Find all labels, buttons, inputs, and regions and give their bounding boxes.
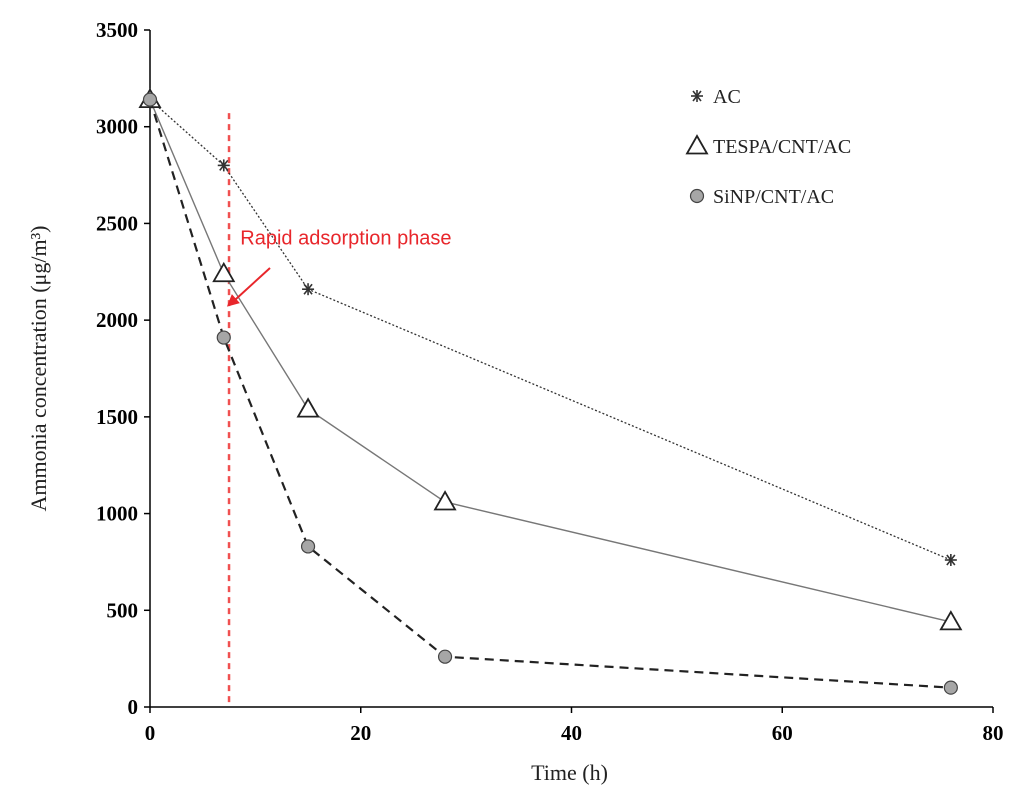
data-point-circle: [300, 539, 316, 554]
legend: AC TESPA/CNT/AC SiNP/CNT/AC: [685, 86, 851, 208]
data-point-circle: [142, 92, 158, 107]
y-tick-label: 1500: [96, 405, 138, 429]
series-circle: [142, 92, 958, 695]
data-point-circle: [943, 680, 958, 695]
series-line-circle: [148, 99, 951, 689]
y-tick-label: 0: [128, 695, 139, 719]
data-point-triangle: [939, 610, 963, 631]
annotation-arrow-head: [226, 294, 240, 307]
legend-item-asterisk: AC: [691, 86, 741, 108]
data-point-circle: [437, 649, 453, 664]
axes: [149, 30, 993, 708]
annotation-group: Rapid adsorption phase: [226, 228, 452, 307]
y-tick-label: 1000: [96, 502, 138, 526]
series-triangle: [138, 87, 963, 631]
legend-item-circle: SiNP/CNT/AC: [689, 186, 834, 208]
data-point-asterisk: [302, 283, 315, 296]
data-point-asterisk: [217, 159, 230, 172]
y-tick-label: 2000: [96, 308, 138, 332]
annotation-arrow-line: [230, 267, 271, 305]
y-tick-label: 3500: [96, 18, 138, 42]
legend-label: TESPA/CNT/AC: [713, 136, 851, 158]
y-tick-label: 2500: [96, 211, 138, 235]
series-line-triangle: [149, 99, 952, 623]
legend-marker-asterisk: [691, 90, 703, 102]
x-tick-label: 0: [145, 721, 156, 745]
data-point-triangle: [296, 397, 320, 418]
data-point-triangle: [433, 490, 457, 511]
x-axis-title: Time (h): [531, 760, 608, 785]
y-axis-title: Ammonia concentration (μg/m³): [26, 226, 51, 512]
legend-marker-triangle: [685, 134, 709, 155]
x-tick-label: 40: [561, 721, 582, 745]
legend-label: SiNP/CNT/AC: [713, 186, 834, 208]
annotation-text: Rapid adsorption phase: [240, 228, 451, 250]
y-tick-label: 500: [107, 598, 139, 622]
ticks: 0 500 1000 1500 2000 2500 3000 3500 0 20 40 60 80: [96, 18, 1004, 745]
series-line-asterisk: [149, 99, 952, 561]
data-point-asterisk: [944, 553, 957, 566]
x-tick-label: 80: [983, 721, 1004, 745]
y-tick-label: 3000: [96, 115, 138, 139]
series-group: [138, 87, 963, 695]
x-tick-label: 20: [350, 721, 371, 745]
legend-label: AC: [713, 86, 741, 108]
series-asterisk: [144, 93, 957, 566]
data-point-circle: [216, 330, 231, 345]
legend-marker-circle: [689, 188, 705, 204]
data-point-triangle: [212, 261, 236, 283]
legend-item-triangle: TESPA/CNT/AC: [685, 134, 851, 158]
x-tick-label: 60: [772, 721, 793, 745]
